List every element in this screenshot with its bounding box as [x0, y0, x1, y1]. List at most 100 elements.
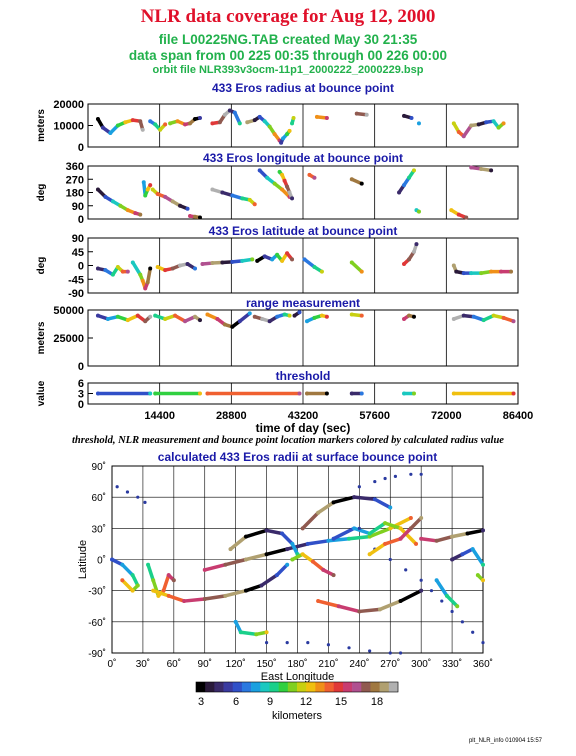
data-point [197, 215, 202, 220]
data-point [402, 113, 407, 118]
bounce-track [182, 597, 207, 603]
data-point [501, 315, 506, 320]
bounce-point [419, 536, 424, 541]
data-point [451, 121, 456, 126]
bounce-point [321, 567, 326, 572]
bounce-track [367, 521, 387, 536]
data-point [491, 119, 496, 124]
bounce-point [146, 562, 151, 567]
data-point [280, 187, 285, 192]
bounce-point [143, 500, 147, 504]
data-point [359, 269, 364, 274]
bounce-point [347, 536, 352, 541]
colorbar-swatch [214, 682, 224, 692]
data-point [163, 194, 168, 199]
colorbar-swatch [342, 682, 353, 692]
data-point [250, 257, 255, 262]
data-point [193, 117, 198, 122]
colorbar-tick-label: 18 [371, 696, 383, 708]
colorbar-swatch [333, 682, 344, 692]
bounce-point [285, 547, 290, 552]
data-point [252, 314, 257, 319]
colorbar-swatch [388, 682, 399, 692]
y-tick-label: -45 [68, 274, 84, 286]
colorbar-swatch [297, 682, 307, 692]
bounce-point [470, 547, 475, 552]
data-point [456, 129, 461, 134]
data-point [479, 166, 484, 171]
bounce-point [414, 541, 419, 546]
data-point [281, 136, 286, 141]
colorbar-swatch [324, 682, 335, 692]
data-point [200, 261, 205, 266]
data-point [262, 119, 267, 124]
data-point [292, 313, 297, 318]
bounce-track [316, 500, 336, 515]
bounce-point [481, 578, 485, 583]
data-point [205, 312, 210, 317]
data-point [232, 110, 237, 115]
colorbar-tick-label: 12 [300, 696, 312, 708]
x-axis-label: time of day (sec) [256, 421, 351, 435]
bounce-point [130, 588, 135, 593]
bounce-point [223, 562, 228, 567]
data-point [479, 271, 484, 276]
data-point [120, 269, 125, 274]
y-axis-label: Latitude [77, 540, 89, 579]
data-point [262, 254, 267, 259]
bounce-point [130, 573, 135, 578]
data-point [277, 169, 282, 174]
data-point [115, 265, 120, 270]
data-point [469, 271, 474, 276]
bounce-point [161, 588, 166, 593]
data-point [193, 214, 198, 219]
data-point [148, 119, 153, 124]
data-point [110, 272, 115, 277]
y-tick-label: 50000 [53, 305, 84, 317]
data-point [451, 263, 456, 268]
bounce-point [398, 536, 403, 541]
data-point [280, 258, 285, 263]
bounce-point [450, 609, 454, 614]
bounce-point [419, 472, 423, 476]
data-point [469, 165, 474, 170]
bounce-point [450, 534, 455, 539]
data-point [148, 314, 153, 319]
bounce-track [373, 497, 392, 510]
bounce-track [300, 552, 315, 564]
y-tick-label: 0˚ [97, 555, 106, 567]
data-point [509, 269, 514, 274]
data-point [215, 316, 220, 321]
bounce-point [182, 599, 187, 604]
data-point [125, 318, 130, 323]
data-point [143, 286, 148, 291]
y-tick-label: 180 [66, 188, 84, 200]
bounce-point [166, 593, 171, 598]
data-point [511, 391, 516, 396]
data-point [454, 269, 459, 274]
bounce-point [408, 515, 413, 520]
colorbar-tick-label: 9 [267, 696, 273, 708]
data-point [511, 319, 516, 324]
bounce-point [377, 607, 382, 612]
data-point [163, 268, 168, 273]
colorbar-swatch [241, 682, 252, 692]
data-point [349, 312, 354, 317]
bounce-point [419, 588, 424, 593]
data-point [230, 324, 235, 329]
data-point [178, 203, 183, 208]
data-point [359, 181, 364, 186]
bounce-track [223, 588, 248, 598]
y-tick-label: 6 [78, 378, 84, 390]
data-point [260, 316, 265, 321]
y-tick-label: 30˚ [92, 523, 106, 535]
data-point [100, 125, 105, 130]
y-tick-label: -90˚ [88, 648, 106, 660]
data-point [402, 183, 407, 188]
y-axis-label: meters [36, 321, 47, 354]
data-point [237, 319, 242, 324]
y-tick-label: 90˚ [92, 461, 106, 473]
data-point [245, 120, 250, 125]
data-point [409, 115, 414, 120]
y-tick-label: -90 [68, 288, 84, 300]
